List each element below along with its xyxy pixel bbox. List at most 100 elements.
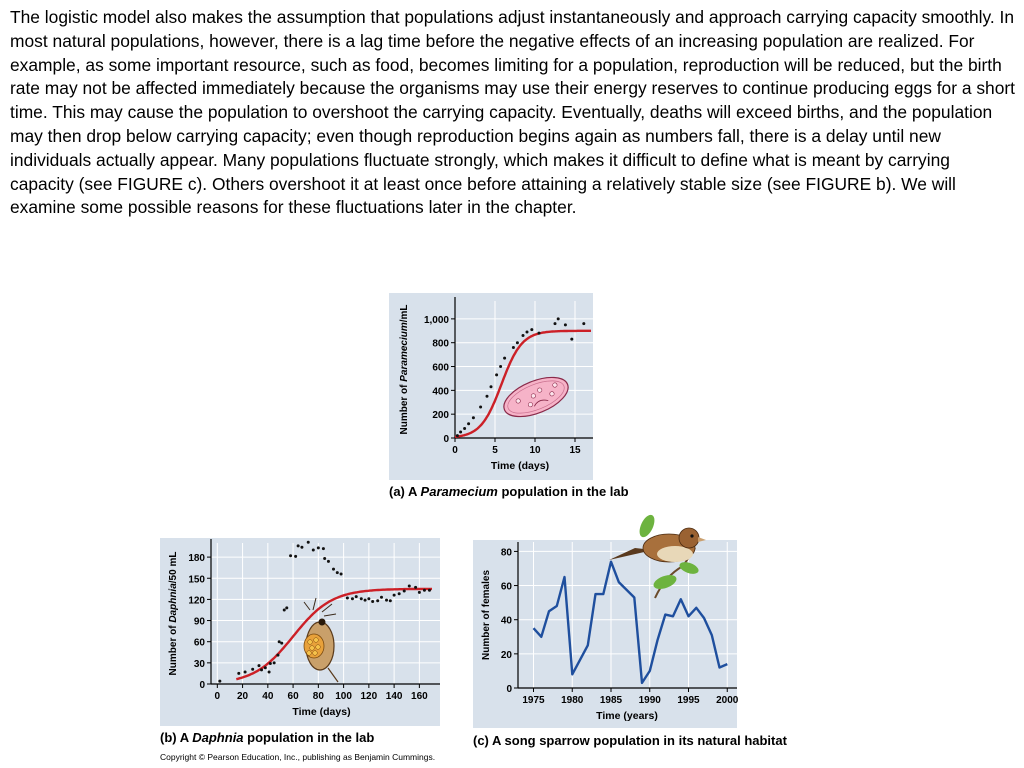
- sparrow-series-line: [532, 560, 728, 685]
- daphnia-y-axis-label-suffix: /50 mL: [168, 552, 179, 584]
- daphnia-y-tick-label: 30: [194, 659, 206, 670]
- daphnia-data-point: [282, 608, 286, 612]
- paramecium-data-point: [455, 434, 459, 438]
- caption-b-suffix: population in the lab: [243, 730, 375, 745]
- daphnia-data-point: [280, 641, 284, 645]
- paramecium-chart: 0 5 10 15 0 200 400 600 800 1,000 Time (days) Numbe…: [389, 293, 593, 480]
- paramecium-y-axis-label-suffix: /mL: [399, 304, 410, 322]
- sparrow-x-axis-label: Time (years): [596, 710, 658, 722]
- daphnia-x-tick-label: 120: [361, 691, 378, 702]
- copyright-notice: Copyright © Pearson Education, Inc., pub…: [160, 752, 436, 762]
- daphnia-data-point: [367, 597, 371, 601]
- daphnia-data-point: [397, 592, 401, 596]
- paramecium-x-tick-label: 5: [492, 445, 498, 456]
- sparrow-leaf: [653, 575, 677, 589]
- daphnia-x-tick-label: 100: [335, 691, 352, 702]
- daphnia-data-point: [326, 559, 330, 563]
- daphnia-data-point: [414, 585, 418, 589]
- sparrow-y-tick-label: 20: [501, 650, 513, 661]
- daphnia-data-point: [267, 670, 271, 674]
- paramecium-data-point: [479, 405, 483, 409]
- paramecium-data-point: [530, 328, 534, 332]
- daphnia-data-point: [345, 596, 349, 600]
- paramecium-y-axis-label: Number of Paramecium/mL: [399, 304, 410, 434]
- daphnia-data-point: [385, 598, 389, 602]
- daphnia-data-point: [331, 567, 335, 571]
- daphnia-data-point: [335, 571, 339, 575]
- daphnia-data-point: [251, 667, 255, 671]
- paramecium-y-axis-label-italic: Paramecium: [399, 322, 410, 382]
- daphnia-x-tick-label: 20: [237, 691, 249, 702]
- sparrow-x-tick-label: 1995: [677, 695, 700, 706]
- daphnia-x-tick-label: 160: [411, 691, 428, 702]
- daphnia-data-point: [306, 540, 310, 544]
- paramecium-data-point: [467, 422, 471, 426]
- daphnia-y-axis-label-italic: Daphnia: [168, 583, 179, 623]
- daphnia-data-point: [257, 664, 261, 668]
- paramecium-data-point: [525, 330, 529, 334]
- daphnia-data-point: [422, 588, 426, 592]
- paramecium-y-tick-label: 200: [432, 410, 449, 421]
- paramecium-data-point: [515, 341, 519, 345]
- paramecium-vacuole: [527, 402, 533, 408]
- daphnia-data-point: [354, 595, 358, 599]
- daphnia-x-tick-label: 0: [215, 691, 221, 702]
- daphnia-egg: [315, 644, 321, 650]
- paramecium-body: [503, 376, 569, 418]
- paramecium-data-point: [563, 323, 567, 327]
- paramecium-data-point: [495, 373, 499, 377]
- daphnia-data-point: [294, 554, 298, 558]
- body-paragraph: The logistic model also makes the assump…: [10, 7, 1016, 218]
- daphnia-data-point: [285, 606, 289, 610]
- paramecium-membrane: [507, 380, 565, 414]
- paramecium-y-tick-label: 1,000: [424, 315, 449, 326]
- daphnia-data-point: [300, 545, 304, 549]
- paramecium-data-point: [582, 322, 586, 326]
- caption-b-prefix: (b) A: [160, 730, 193, 745]
- daphnia-x-axis-label: Time (days): [292, 706, 350, 718]
- sparrow-beak: [698, 537, 706, 542]
- daphnia-x-tick-label: 60: [288, 691, 300, 702]
- paramecium-data-point: [521, 334, 525, 338]
- daphnia-egg: [307, 639, 313, 645]
- sparrow-chart: 1975 1980 1985 1990 1995 2000 0 20 40 60 80 Time (y…: [473, 514, 739, 728]
- sparrow-x-tick-label: 1980: [561, 695, 584, 706]
- paramecium-x-axis-label: Time (days): [491, 460, 549, 472]
- daphnia-data-point: [427, 588, 431, 592]
- daphnia-data-point: [371, 600, 375, 604]
- daphnia-egg: [309, 645, 315, 651]
- daphnia-data-point: [316, 546, 320, 550]
- daphnia-data-point: [339, 572, 343, 576]
- daphnia-data-point: [379, 595, 383, 599]
- song-sparrow-illustration: [609, 514, 706, 599]
- caption-b-italic: Daphnia: [192, 730, 244, 745]
- daphnia-egg: [306, 650, 312, 656]
- daphnia-data-point: [272, 661, 276, 665]
- daphnia-data-point: [260, 668, 264, 672]
- sparrow-y-tick-label: 60: [501, 582, 513, 593]
- daphnia-data-point: [218, 679, 222, 683]
- daphnia-x-tick-label: 80: [313, 691, 325, 702]
- paramecium-data-point: [570, 337, 574, 341]
- daphnia-data-point: [392, 593, 396, 597]
- paramecium-x-tick-label: 10: [529, 445, 541, 456]
- paramecium-vacuole: [549, 391, 555, 397]
- daphnia-y-tick-label: 60: [194, 638, 206, 649]
- paramecium-data-point: [459, 430, 463, 434]
- daphnia-data-point: [321, 547, 325, 551]
- daphnia-data-point: [263, 666, 267, 670]
- sparrow-x-tick-label: 2000: [716, 695, 739, 706]
- paramecium-data-point: [471, 416, 475, 420]
- caption-a-prefix: (a) A: [389, 484, 421, 499]
- daphnia-eye: [318, 618, 326, 626]
- daphnia-data-point: [359, 597, 363, 601]
- daphnia-tail-spine: [327, 667, 339, 683]
- daphnia-data-point: [350, 597, 354, 601]
- daphnia-data-point: [268, 662, 272, 666]
- paramecium-data-point: [485, 394, 489, 398]
- sparrow-head: [678, 527, 700, 549]
- daphnia-egg: [312, 650, 318, 656]
- daphnia-y-tick-label: 0: [199, 680, 205, 691]
- paramecium-data-point: [553, 322, 557, 326]
- sparrow-x-tick-label: 1985: [600, 695, 623, 706]
